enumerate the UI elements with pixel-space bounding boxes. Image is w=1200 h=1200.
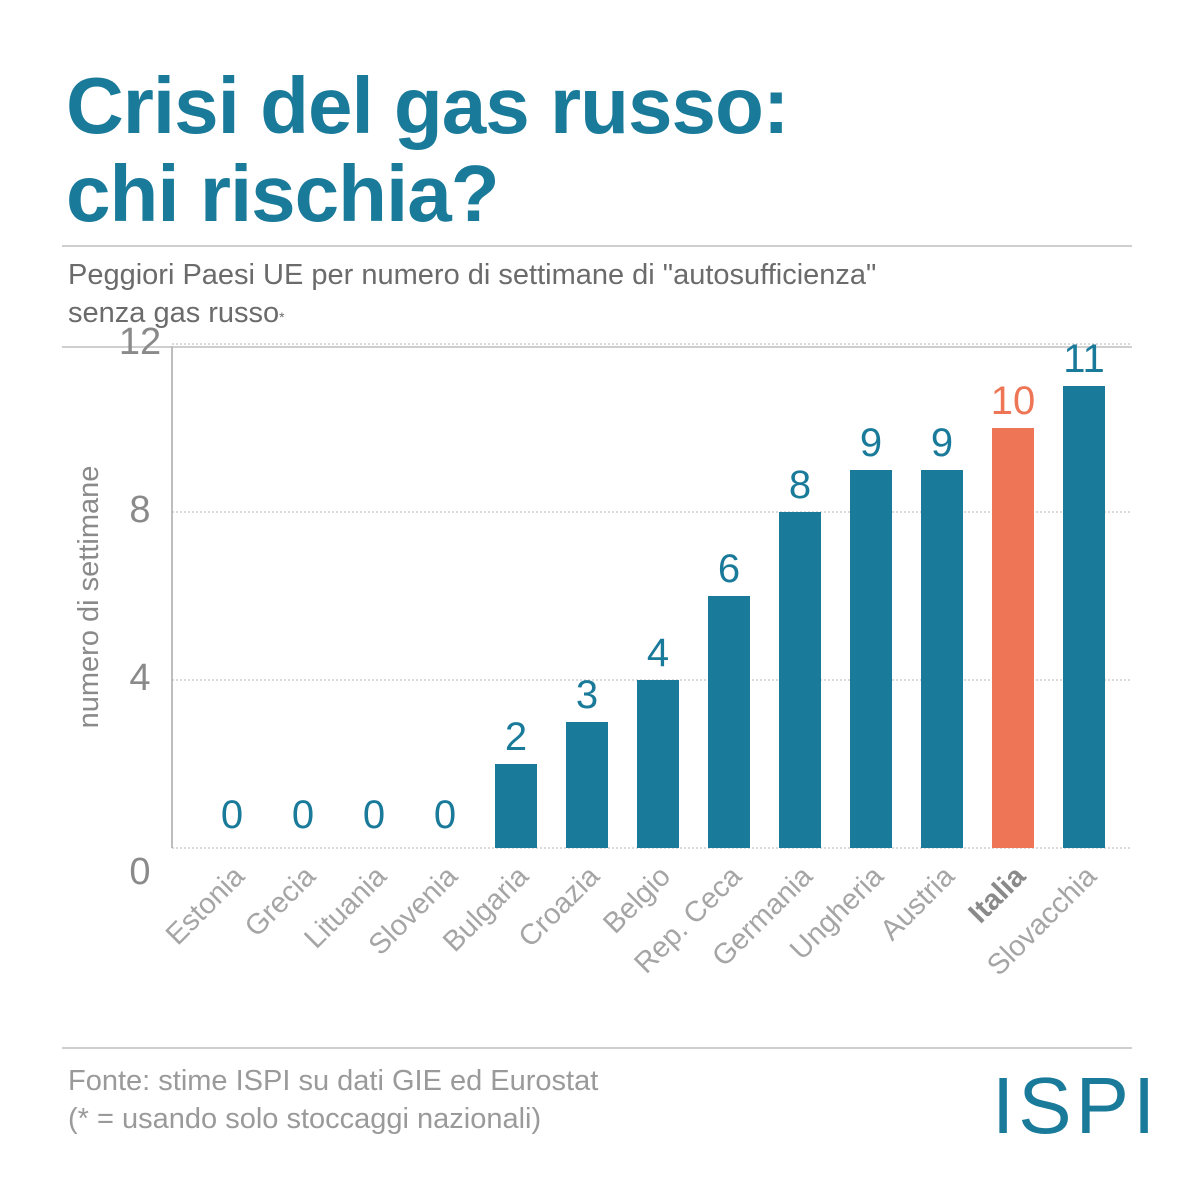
y-tick-label: 8 (129, 489, 150, 531)
bar (566, 722, 608, 848)
bar (495, 764, 537, 848)
data-label: 9 (931, 421, 953, 465)
y-axis-label: numero di settimane (73, 466, 105, 729)
data-label: 0 (434, 793, 456, 837)
chart-title: Crisi del gas russo: chi rischia? (66, 61, 789, 238)
data-label: 11 (1063, 337, 1105, 381)
chart-subtitle: Peggiori Paesi UE per numero di settiman… (68, 256, 876, 332)
y-tick-label: 12 (119, 321, 161, 363)
subtitle-line-1: Peggiori Paesi UE per numero di settiman… (68, 259, 877, 291)
chart-top-divider (62, 346, 1132, 348)
data-label: 8 (789, 463, 811, 507)
subtitle-line-2: senza gas russo* (68, 294, 876, 332)
bar (921, 470, 963, 848)
data-label: 0 (221, 793, 243, 837)
title-line-1: Crisi del gas russo: (66, 61, 789, 150)
top-divider (62, 245, 1132, 247)
subtitle-line-2-text: senza gas russo (68, 297, 280, 329)
source-text: Fonte: stime ISPI su dati GIE ed Eurosta… (68, 1065, 599, 1097)
data-label: 4 (647, 631, 669, 675)
bottom-divider (62, 1047, 1132, 1049)
x-tick-label: Croazia (513, 860, 607, 954)
bar (637, 680, 679, 848)
ispi-logo: ISPI (992, 1061, 1160, 1150)
y-tick-label: 0 (129, 851, 150, 893)
data-label: 6 (718, 547, 740, 591)
data-label: 2 (505, 715, 527, 759)
data-label: 0 (292, 793, 314, 837)
x-tick-label: Estonia (160, 860, 252, 952)
bar (1063, 386, 1105, 848)
x-tick-label: Austria (874, 860, 961, 947)
bar (708, 596, 750, 848)
bar (992, 428, 1034, 848)
data-label: 9 (860, 421, 882, 465)
footnote-marker: * (279, 309, 285, 325)
bar (850, 470, 892, 848)
data-label: 10 (991, 379, 1036, 423)
footer: Fonte: stime ISPI su dati GIE ed Eurosta… (68, 1062, 598, 1138)
data-label: 0 (363, 793, 385, 837)
footnote-text: (* = usando solo stoccaggi nazionali) (68, 1103, 542, 1135)
title-line-2: chi rischia? (66, 149, 500, 238)
data-label: 3 (576, 673, 598, 717)
y-tick-label: 4 (129, 657, 150, 699)
bar (779, 512, 821, 848)
